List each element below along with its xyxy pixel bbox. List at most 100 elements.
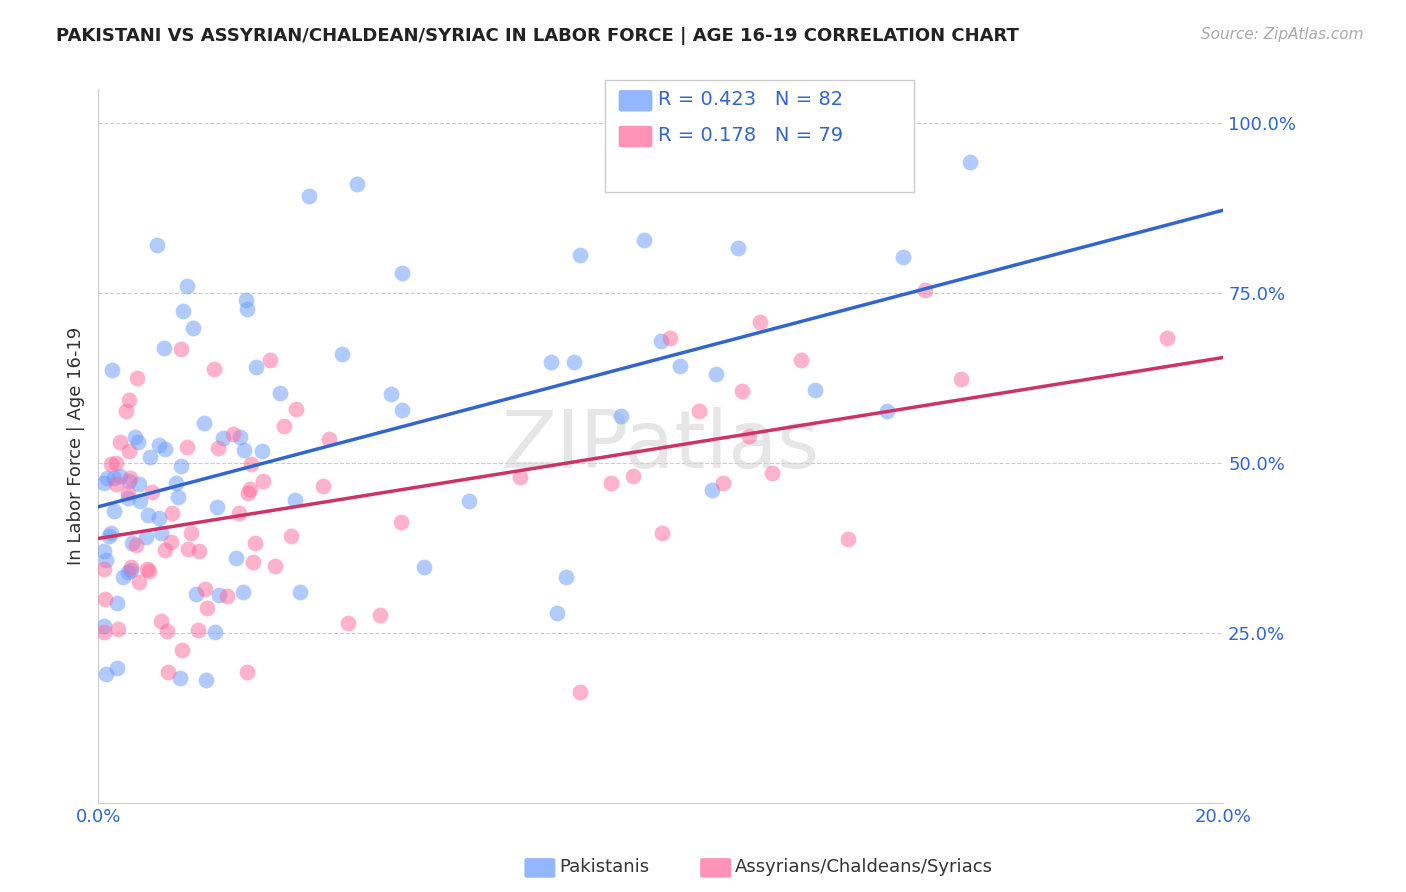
- Point: [195, 673, 218, 687]
- Point: [128, 574, 150, 589]
- Point: [169, 671, 191, 685]
- Text: R = 0.423   N = 82: R = 0.423 N = 82: [658, 90, 844, 110]
- Point: [105, 596, 128, 610]
- Point: [120, 560, 142, 574]
- Point: [127, 435, 149, 450]
- Point: [155, 442, 177, 456]
- Point: [228, 430, 250, 444]
- Point: [413, 560, 436, 574]
- Point: [252, 474, 274, 488]
- Point: [120, 471, 142, 485]
- Point: [949, 372, 972, 386]
- Point: [228, 507, 250, 521]
- Point: [568, 685, 591, 699]
- Text: Pakistanis: Pakistanis: [560, 858, 650, 876]
- Point: [117, 565, 139, 579]
- Point: [669, 359, 692, 373]
- Point: [380, 387, 402, 401]
- Point: [245, 359, 267, 374]
- Point: [259, 352, 281, 367]
- Point: [157, 665, 180, 679]
- Point: [225, 551, 247, 566]
- Point: [93, 618, 115, 632]
- Point: [181, 321, 204, 335]
- Point: [659, 331, 682, 345]
- Point: [337, 615, 360, 630]
- Point: [117, 486, 139, 500]
- Point: [269, 386, 291, 401]
- Point: [117, 444, 139, 458]
- Point: [103, 504, 125, 518]
- Point: [509, 469, 531, 483]
- Point: [236, 486, 259, 500]
- Point: [727, 241, 749, 255]
- Point: [176, 278, 198, 293]
- Point: [193, 416, 215, 430]
- Point: [93, 543, 115, 558]
- Point: [184, 587, 207, 601]
- Point: [202, 361, 225, 376]
- Point: [346, 177, 368, 191]
- Point: [101, 363, 124, 377]
- Point: [610, 409, 633, 423]
- Point: [546, 606, 568, 620]
- Point: [100, 457, 122, 471]
- Point: [180, 525, 202, 540]
- Point: [94, 592, 117, 607]
- Point: [120, 563, 142, 577]
- Point: [569, 248, 592, 262]
- Point: [215, 589, 238, 603]
- Point: [153, 342, 176, 356]
- Point: [273, 418, 295, 433]
- Point: [205, 500, 228, 514]
- Point: [167, 491, 190, 505]
- Point: [700, 483, 723, 498]
- Point: [564, 355, 586, 369]
- Point: [170, 642, 193, 657]
- Text: ZIPatlas: ZIPatlas: [502, 407, 820, 485]
- Point: [554, 570, 576, 584]
- Point: [599, 475, 621, 490]
- Point: [176, 441, 198, 455]
- Point: [298, 189, 321, 203]
- Point: [165, 475, 187, 490]
- Point: [242, 555, 264, 569]
- Point: [195, 601, 218, 615]
- Point: [876, 404, 898, 418]
- Point: [103, 471, 125, 485]
- Point: [312, 479, 335, 493]
- Point: [148, 511, 170, 525]
- Point: [623, 468, 645, 483]
- Point: [761, 466, 783, 480]
- Point: [129, 494, 152, 508]
- Point: [738, 429, 761, 443]
- Point: [235, 293, 257, 307]
- Point: [711, 476, 734, 491]
- Point: [124, 430, 146, 444]
- Point: [107, 622, 129, 636]
- Point: [139, 450, 162, 465]
- Point: [100, 526, 122, 541]
- Text: PAKISTANI VS ASSYRIAN/CHALDEAN/SYRIAC IN LABOR FORCE | AGE 16-19 CORRELATION CHA: PAKISTANI VS ASSYRIAN/CHALDEAN/SYRIAC IN…: [56, 27, 1019, 45]
- Point: [688, 404, 710, 418]
- Point: [651, 526, 673, 541]
- Point: [96, 667, 118, 681]
- Point: [731, 384, 754, 398]
- Point: [141, 485, 163, 500]
- Point: [790, 353, 813, 368]
- Point: [149, 526, 172, 541]
- Point: [232, 585, 254, 599]
- Point: [128, 477, 150, 491]
- Point: [177, 541, 200, 556]
- Point: [148, 438, 170, 452]
- Point: [136, 508, 159, 523]
- Point: [204, 624, 226, 639]
- Point: [127, 371, 149, 385]
- Point: [207, 441, 229, 455]
- Point: [284, 493, 307, 508]
- Point: [115, 404, 138, 418]
- Point: [170, 343, 193, 357]
- Point: [188, 544, 211, 558]
- Point: [221, 426, 243, 441]
- Point: [108, 469, 131, 483]
